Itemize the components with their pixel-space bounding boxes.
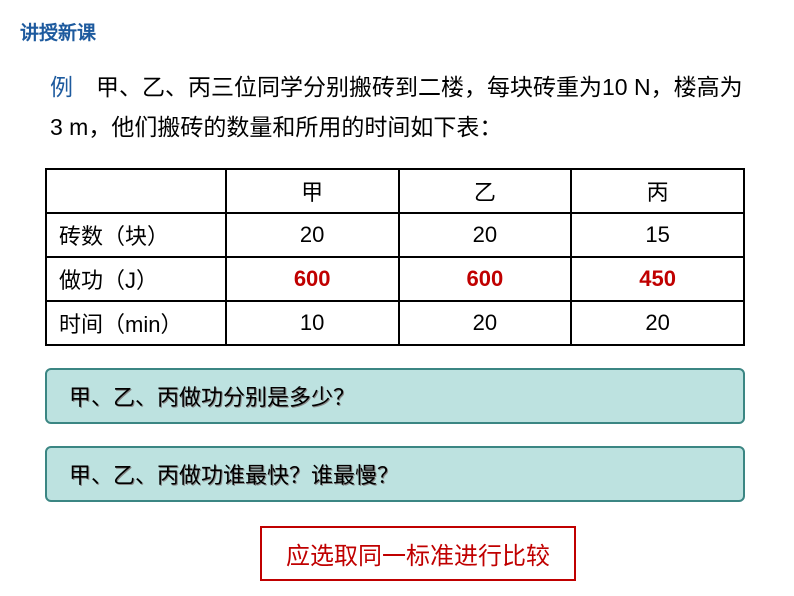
problem-statement: 例 甲、乙、丙三位同学分别搬砖到二楼，每块砖重为10 N，楼高为 3 m，他们搬…	[50, 67, 754, 148]
question-box-2: 甲、乙、丙做功谁最快？谁最慢？ 甲、乙、丙做功谁最快？谁最慢？	[45, 446, 745, 502]
table-header-row: 甲 乙 丙	[46, 169, 744, 213]
question-box-1: 甲、乙、丙做功分别是多少？ 甲、乙、丙做功分别是多少？	[45, 368, 745, 424]
col-header-2: 乙	[399, 169, 572, 213]
section-title: 讲授新课	[20, 18, 754, 45]
problem-body: 甲、乙、丙三位同学分别搬砖到二楼，每块砖重为10 N，楼高为 3 m，他们搬砖的…	[50, 74, 743, 140]
cell: 20	[399, 213, 572, 257]
question-2-text: 甲、乙、丙做功谁最快？谁最慢？	[69, 463, 399, 488]
table-corner	[46, 169, 226, 213]
cell: 20	[399, 301, 572, 345]
table-row: 时间（min） 10 20 20	[46, 301, 744, 345]
conclusion-box: 应选取同一标准进行比较	[260, 526, 576, 581]
row-header-work: 做功（J）	[46, 257, 226, 301]
cell-highlight: 600	[226, 257, 399, 301]
cell: 20	[571, 301, 744, 345]
table-row: 砖数（块） 20 20 15	[46, 213, 744, 257]
col-header-3: 丙	[571, 169, 744, 213]
row-header-bricks: 砖数（块）	[46, 213, 226, 257]
cell: 10	[226, 301, 399, 345]
data-table: 甲 乙 丙 砖数（块） 20 20 15 做功（J） 600 600 450 时…	[45, 168, 745, 346]
row-header-time: 时间（min）	[46, 301, 226, 345]
cell: 20	[226, 213, 399, 257]
cell: 15	[571, 213, 744, 257]
col-header-1: 甲	[226, 169, 399, 213]
example-label: 例	[50, 74, 73, 100]
question-1-text: 甲、乙、丙做功分别是多少？	[69, 385, 355, 410]
table-row: 做功（J） 600 600 450	[46, 257, 744, 301]
cell-highlight: 600	[399, 257, 572, 301]
cell-highlight: 450	[571, 257, 744, 301]
